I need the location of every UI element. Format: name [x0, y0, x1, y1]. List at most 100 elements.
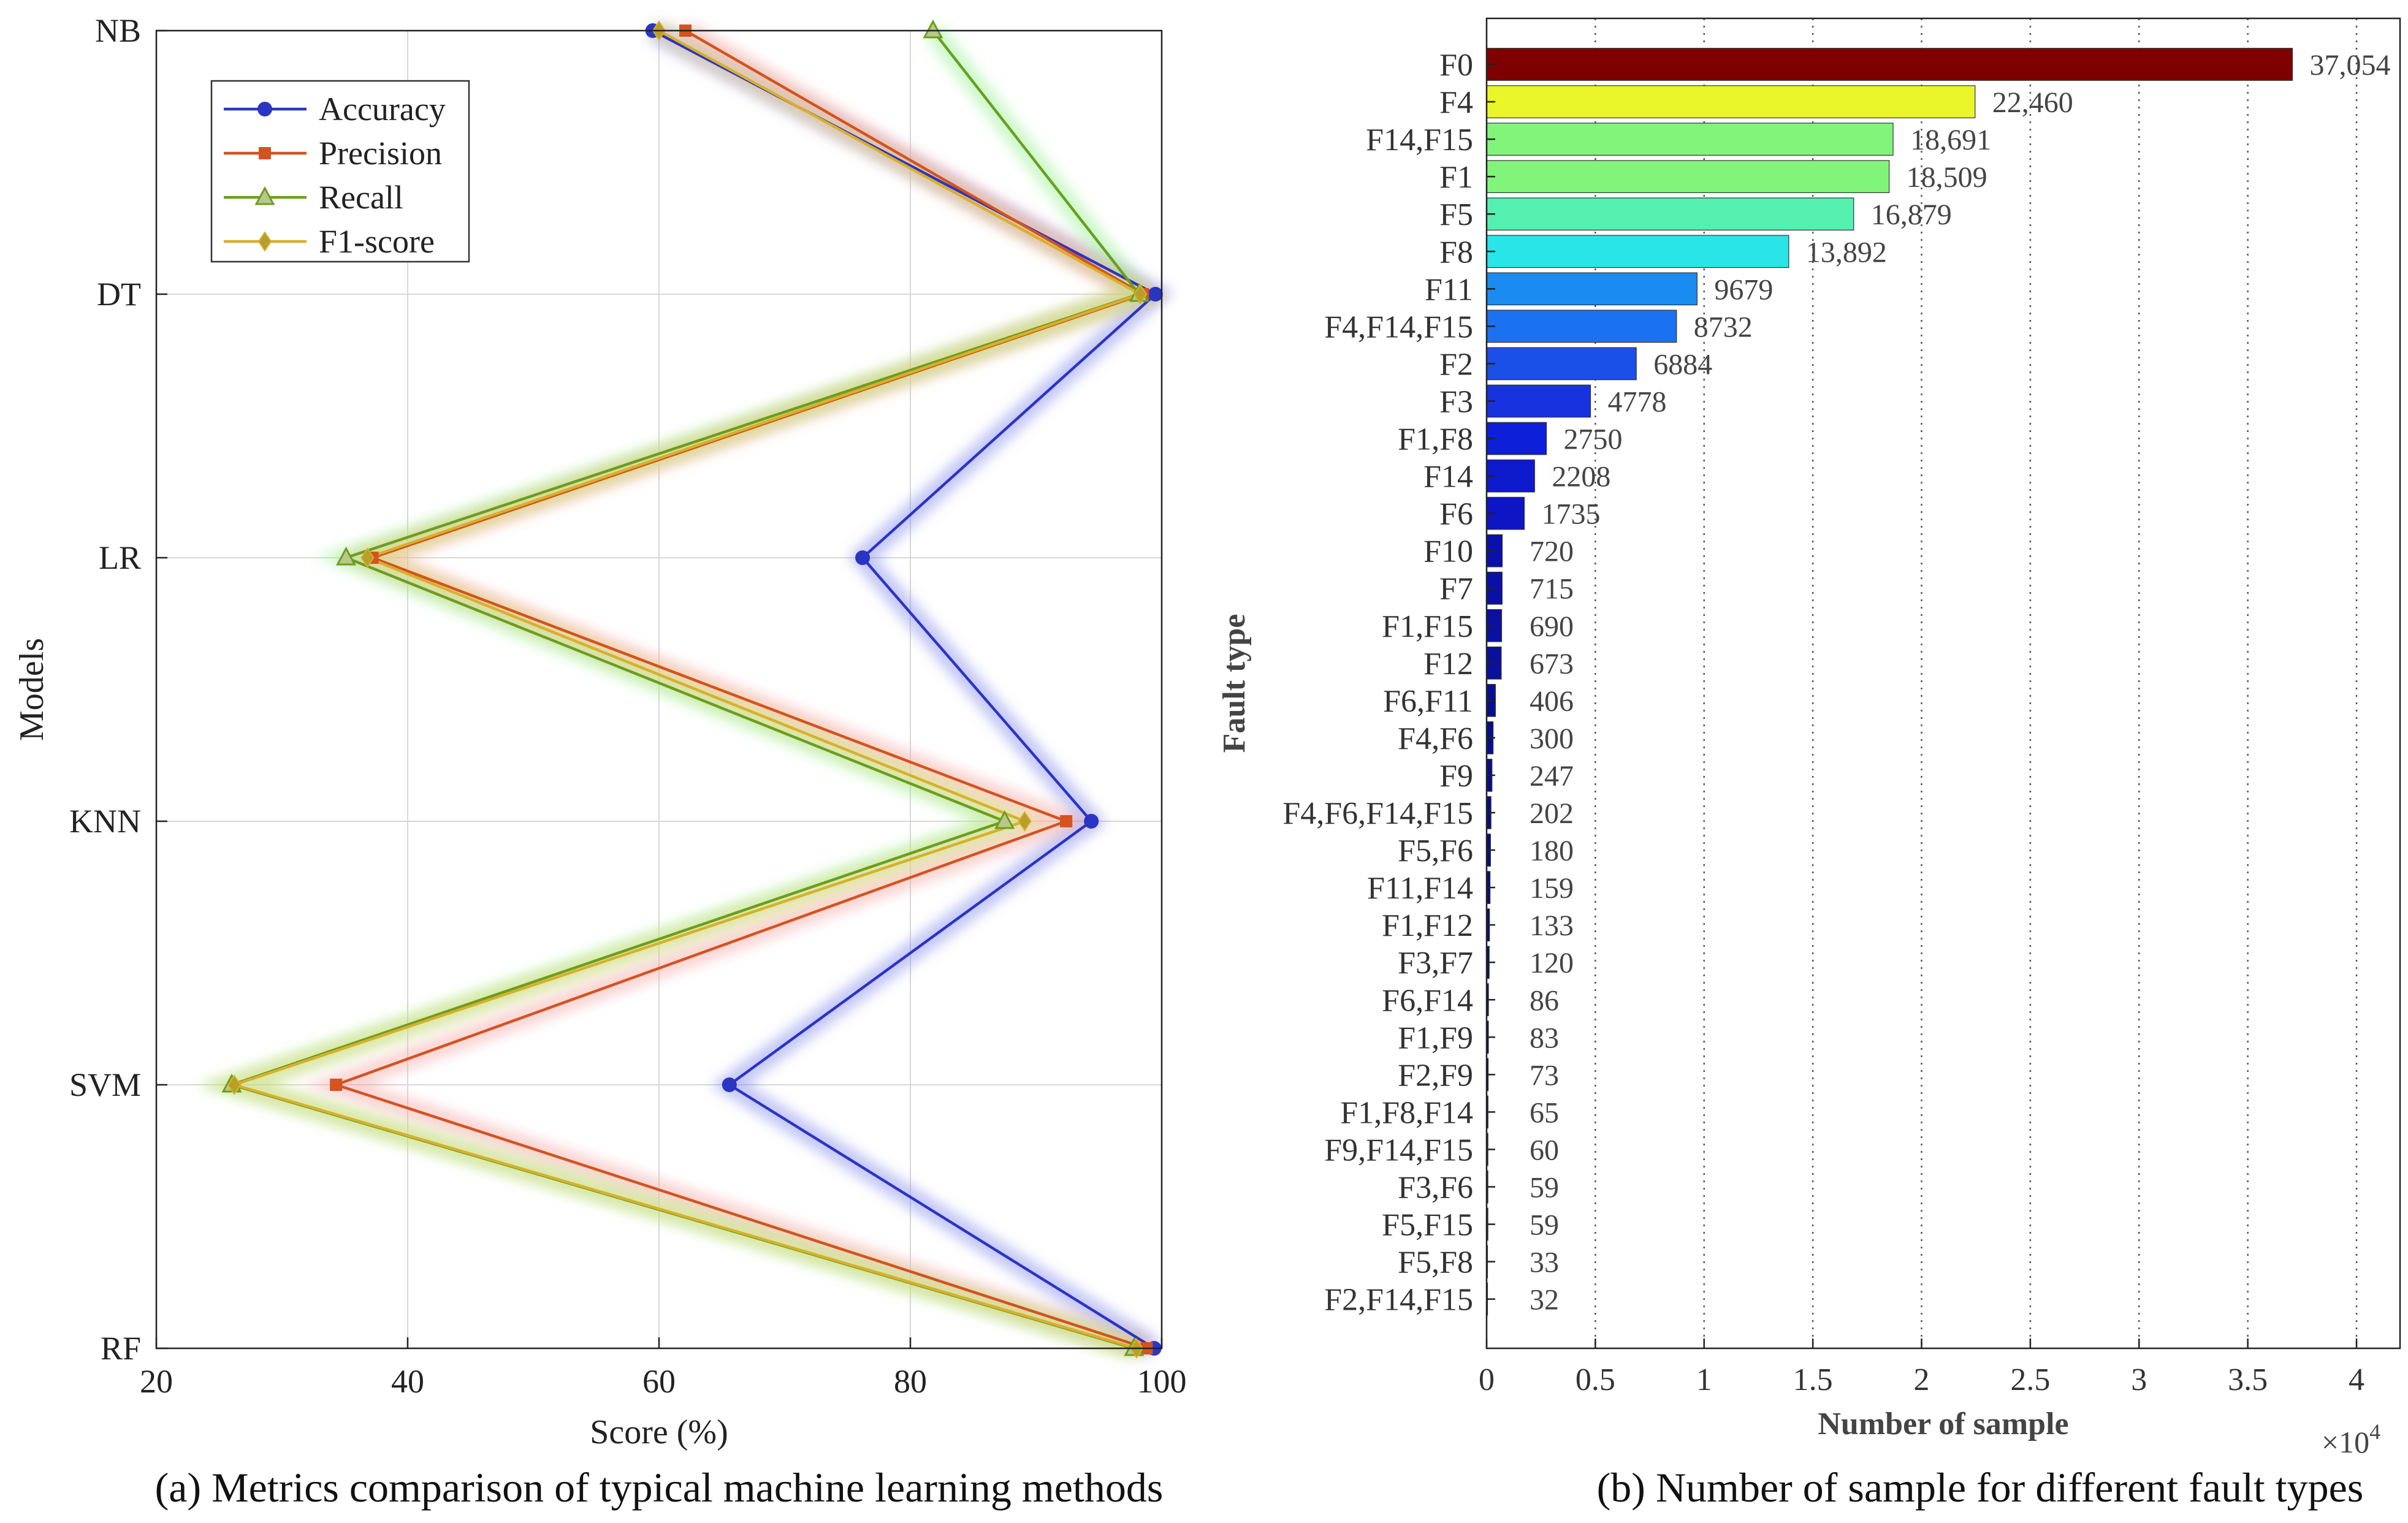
- value-label-f3: 4778: [1608, 385, 1667, 418]
- value-label-f11: 9679: [1714, 273, 1773, 306]
- legend-items: Accuracy Precision Recall F1-score: [224, 91, 446, 260]
- b-ytick-label-f1-f12: F1,F12: [1382, 908, 1473, 943]
- b-ytick-label-f5: F5: [1439, 197, 1473, 232]
- value-label-f6: 1735: [1542, 498, 1601, 531]
- marker-f1-score-LR: [360, 547, 375, 568]
- value-label-f1-f9: 83: [1530, 1022, 1559, 1054]
- b-ytick-label-f5-f8: F5,F8: [1398, 1245, 1473, 1280]
- marker-precision-SVM: [330, 1079, 343, 1091]
- b-ytick-label-f14-f15: F14,F15: [1366, 123, 1473, 158]
- legend-marker-accuracy: [257, 102, 272, 116]
- chart-b-axes-box: [1485, 17, 2401, 1350]
- b-ytick-label-f0: F0: [1439, 48, 1473, 83]
- chart-a-xlabel: Score (%): [590, 1413, 728, 1451]
- value-label-f4-f14-f15: 8732: [1694, 311, 1753, 343]
- marker-f1-score-KNN: [1018, 811, 1032, 832]
- bar-f1-f8: [1486, 422, 1547, 455]
- b-ytick-label-f4-f6-f14-f15: F4,F6,F14,F15: [1282, 796, 1473, 831]
- legend-marker-precision: [259, 147, 271, 159]
- b-xtick-label-7: 3.5: [2228, 1362, 2268, 1397]
- legend-label-accuracy: Accuracy: [319, 91, 446, 127]
- chart-b-xlabel: Number of sample: [1818, 1407, 2068, 1441]
- chart-b-ylabel: Fault type: [1217, 614, 1252, 753]
- value-label-f7: 715: [1530, 573, 1574, 606]
- value-label-f6-f11: 406: [1530, 685, 1574, 718]
- a-xtick-label-1: 40: [391, 1363, 424, 1400]
- b-ytick-label-f14: F14: [1423, 460, 1473, 495]
- a-xtick-label-3: 80: [894, 1363, 927, 1400]
- chart-a-x-ticks: 20 40 60 80 100: [140, 1337, 1187, 1400]
- a-ytick-label-LR: LR: [99, 539, 141, 576]
- value-label-f4-f6: 300: [1530, 723, 1574, 755]
- value-label-f5-f8: 33: [1530, 1247, 1559, 1279]
- b-ytick-label-f4: F4: [1439, 85, 1473, 120]
- b-xtick-label-5: 2.5: [2010, 1362, 2050, 1397]
- b-ytick-label-f4-f6: F4,F6: [1398, 721, 1473, 756]
- b-ytick-label-f2-f9: F2,F9: [1398, 1058, 1473, 1093]
- a-ytick-label-KNN: KNN: [69, 803, 141, 840]
- a-ytick-label-NB: NB: [95, 12, 141, 49]
- chart-b-y-ticks: F0F4F14,F15F1F5F8F11F4,F14,F15F2F3F1,F8F…: [1282, 48, 1495, 1318]
- value-label-f0: 37,054: [2310, 49, 2391, 82]
- b-ytick-label-f4-f14-f15: F4,F14,F15: [1324, 310, 1473, 344]
- metrics-line-chart: 20 40 60 80 100 NB DT LR KNN SVM RF Score (%) Mod…: [13, 12, 1187, 1511]
- b-ytick-label-f5-f6: F5,F6: [1398, 834, 1473, 868]
- a-ytick-label-RF: RF: [101, 1330, 141, 1367]
- bar-f4: [1486, 85, 1976, 118]
- b-ytick-label-f1-f8: F1,F8: [1398, 422, 1473, 457]
- a-ytick-label-SVM: SVM: [69, 1066, 141, 1103]
- value-label-f1: 18,509: [1907, 161, 1987, 194]
- value-label-f12: 673: [1530, 648, 1574, 680]
- b-ytick-label-f3-f6: F3,F6: [1398, 1171, 1473, 1206]
- legend-box: [210, 80, 470, 263]
- value-label-f4: 22,460: [1992, 86, 2073, 119]
- b-ytick-label-f7: F7: [1439, 572, 1473, 607]
- legend-label-precision: Precision: [319, 135, 442, 172]
- b-xtick-label-4: 2: [1914, 1362, 1930, 1397]
- a-xtick-label-0: 20: [140, 1363, 173, 1400]
- chart-a-series-lines: [227, 29, 1158, 1350]
- legend-marker-recall: [254, 186, 275, 205]
- b-xtick-label-8: 4: [2349, 1362, 2364, 1397]
- series-line-precision: [332, 29, 1148, 1350]
- value-label-f2: 6884: [1653, 348, 1712, 381]
- a-xtick-label-2: 60: [642, 1363, 676, 1400]
- chart-b-exponent: ×104: [2322, 1419, 2380, 1459]
- bar-f3: [1486, 384, 1591, 418]
- marker-recall-NB: [923, 19, 943, 39]
- marker-precision-KNN: [1060, 815, 1073, 827]
- value-label-f5-f6: 180: [1530, 835, 1574, 867]
- b-ytick-label-f1: F1: [1439, 160, 1473, 195]
- a-ytick-label-DT: DT: [97, 276, 141, 313]
- b-ytick-label-f11: F11: [1425, 272, 1473, 307]
- marker-accuracy-KNN: [1084, 814, 1099, 829]
- bar-f5: [1486, 197, 1854, 231]
- value-label-f1-f15: 690: [1530, 610, 1574, 643]
- chart-b-exponent-base: ×10: [2322, 1425, 2369, 1459]
- series-line-f1-score: [229, 29, 1144, 1350]
- bar-f4-f14-f15: [1486, 310, 1677, 343]
- b-ytick-label-f2-f14-f15: F2,F14,F15: [1324, 1283, 1473, 1318]
- b-xtick-label-6: 3: [2131, 1362, 2147, 1397]
- value-label-f10: 720: [1530, 536, 1574, 568]
- chart-a-y-ticks: NB DT LR KNN SVM RF: [69, 12, 167, 1367]
- b-xtick-label-0: 0: [1479, 1362, 1495, 1397]
- b-ytick-label-f12: F12: [1423, 647, 1473, 682]
- b-ytick-label-f1-f9: F1,F9: [1398, 1020, 1473, 1055]
- value-label-f8: 13,892: [1806, 236, 1887, 268]
- b-ytick-label-f1-f8-f14: F1,F8,F14: [1340, 1095, 1473, 1130]
- value-label-f14-f15: 18,691: [1910, 124, 1991, 156]
- b-ytick-label-f6: F6: [1439, 497, 1473, 532]
- b-ytick-label-f3: F3: [1439, 384, 1473, 419]
- bar-f1: [1486, 160, 1890, 194]
- marker-accuracy-DT: [1148, 287, 1163, 302]
- chart-b-exponent-power: 4: [2369, 1419, 2380, 1444]
- value-label-f9-f14-f15: 60: [1530, 1134, 1559, 1166]
- b-ytick-label-f2: F2: [1439, 347, 1473, 382]
- b-ytick-label-f3-f7: F3,F7: [1398, 946, 1473, 981]
- chart-b-caption: (b) Number of sample for different fault…: [1597, 1464, 2364, 1511]
- marker-accuracy-LR: [855, 550, 871, 565]
- value-label-f5: 16,879: [1871, 199, 1952, 231]
